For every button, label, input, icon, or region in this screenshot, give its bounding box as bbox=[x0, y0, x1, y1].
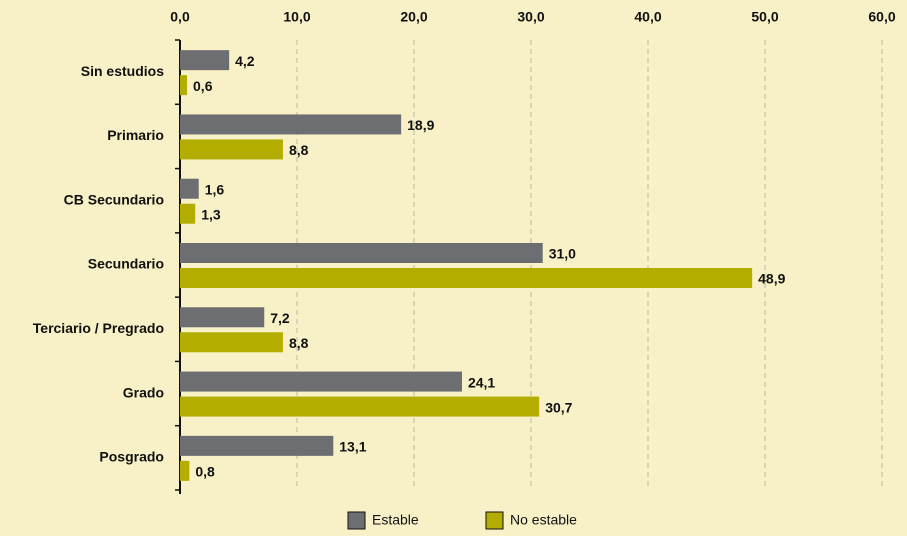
x-tick-label: 40,0 bbox=[634, 9, 661, 25]
bar bbox=[180, 371, 462, 392]
legend-swatch bbox=[485, 511, 504, 530]
bar bbox=[180, 268, 753, 288]
x-tick-label: 20,0 bbox=[400, 9, 427, 25]
y-tick-label: CB Secundario bbox=[64, 191, 164, 207]
value-label: 7,2 bbox=[270, 310, 290, 326]
value-label: 1,6 bbox=[205, 181, 225, 197]
value-label: 4,2 bbox=[235, 53, 255, 69]
bar bbox=[180, 203, 196, 224]
x-tick-label: 50,0 bbox=[751, 9, 778, 25]
y-tick-label: Posgrado bbox=[99, 449, 164, 465]
value-label: 8,8 bbox=[289, 142, 309, 158]
x-tick-label: 30,0 bbox=[517, 9, 544, 25]
bar bbox=[180, 307, 265, 328]
bar bbox=[180, 75, 188, 96]
bar bbox=[180, 332, 283, 353]
bar bbox=[180, 435, 334, 456]
legend-label: No estable bbox=[510, 512, 577, 528]
value-label: 8,8 bbox=[289, 335, 309, 351]
x-tick-label: 0,0 bbox=[170, 9, 190, 25]
y-tick-label: Terciario / Pregrado bbox=[33, 320, 164, 336]
y-tick-label: Sin estudios bbox=[81, 63, 164, 79]
y-tick-label: Secundario bbox=[88, 256, 164, 272]
value-label: 0,6 bbox=[193, 78, 213, 94]
value-label: 13,1 bbox=[339, 439, 366, 455]
bar bbox=[180, 243, 543, 263]
value-label: 30,7 bbox=[545, 399, 572, 415]
value-label: 48,9 bbox=[758, 271, 785, 287]
y-tick-label: Grado bbox=[123, 384, 164, 400]
x-tick-label: 60,0 bbox=[868, 9, 895, 25]
bar bbox=[180, 178, 199, 199]
y-tick-label: Primario bbox=[107, 127, 164, 143]
value-label: 18,9 bbox=[407, 117, 434, 133]
value-label: 31,0 bbox=[549, 246, 576, 262]
x-tick-label: 10,0 bbox=[283, 9, 310, 25]
bar bbox=[180, 396, 540, 417]
bar bbox=[180, 114, 402, 135]
legend-label: Estable bbox=[372, 512, 419, 528]
value-label: 0,8 bbox=[195, 464, 215, 480]
value-label: 1,3 bbox=[201, 206, 221, 222]
legend-swatch bbox=[347, 511, 366, 530]
bar bbox=[180, 460, 190, 481]
bar bbox=[180, 139, 283, 160]
bar bbox=[180, 50, 230, 71]
value-label: 24,1 bbox=[468, 374, 495, 390]
